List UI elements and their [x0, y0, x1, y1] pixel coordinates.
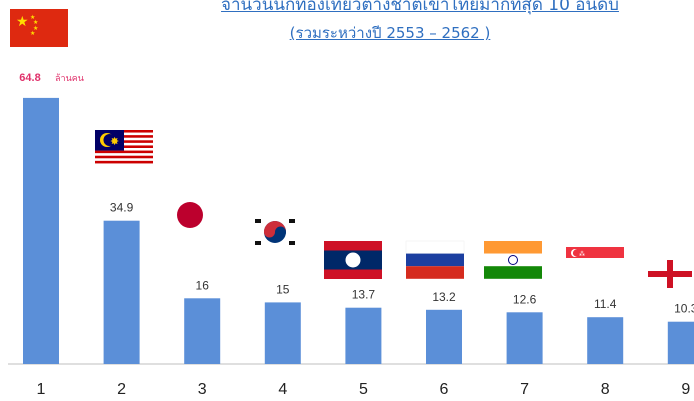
value-label-6: 13.2	[432, 290, 456, 304]
bar-6	[426, 310, 462, 364]
svg-text:★: ★	[16, 14, 29, 30]
bar-9	[668, 322, 694, 364]
x-tick-label-2: 2	[117, 381, 126, 398]
x-tick-label-5: 5	[359, 381, 368, 398]
bar-3	[184, 298, 220, 364]
japan-flag-icon	[163, 195, 217, 235]
bar-8	[587, 317, 623, 364]
x-tick-label-6: 6	[440, 381, 449, 398]
china-flag-icon: ★ ★★★★	[10, 9, 68, 47]
value-label-7: 12.6	[513, 292, 537, 306]
unit-label: ล้านคน	[55, 73, 84, 84]
malaysia-flag-icon: ✸	[95, 130, 153, 166]
x-tick-label-9: 9	[681, 381, 690, 398]
bar-2	[104, 221, 140, 364]
bar-1	[23, 98, 59, 364]
x-tick-label-7: 7	[520, 381, 529, 398]
value-label-2: 34.9	[110, 201, 134, 215]
value-label-4: 15	[276, 282, 290, 296]
south-korea-flag-icon	[246, 212, 304, 252]
value-label-5: 13.7	[352, 288, 376, 302]
bar-7	[507, 312, 543, 364]
singapore-flag-icon: ⁂	[566, 247, 624, 269]
x-tick-label-1: 1	[37, 381, 46, 398]
india-flag-icon	[484, 241, 542, 279]
svg-text:✸: ✸	[110, 135, 119, 148]
england-flag-icon	[648, 260, 692, 288]
value-label-8: 11.4	[594, 297, 617, 311]
x-tick-label-8: 8	[601, 381, 610, 398]
bar-4	[265, 302, 301, 364]
laos-flag-icon	[324, 241, 382, 279]
x-tick-label-3: 3	[198, 381, 207, 398]
value-label-1: 64.8	[19, 72, 40, 84]
russia-flag-icon	[406, 241, 464, 279]
bar-5	[345, 308, 381, 364]
value-label-3: 16	[196, 278, 210, 292]
x-tick-label-4: 4	[278, 381, 287, 398]
svg-text:★: ★	[30, 30, 35, 37]
value-label-9: 10.3	[674, 302, 694, 316]
svg-text:⁂: ⁂	[579, 251, 585, 258]
